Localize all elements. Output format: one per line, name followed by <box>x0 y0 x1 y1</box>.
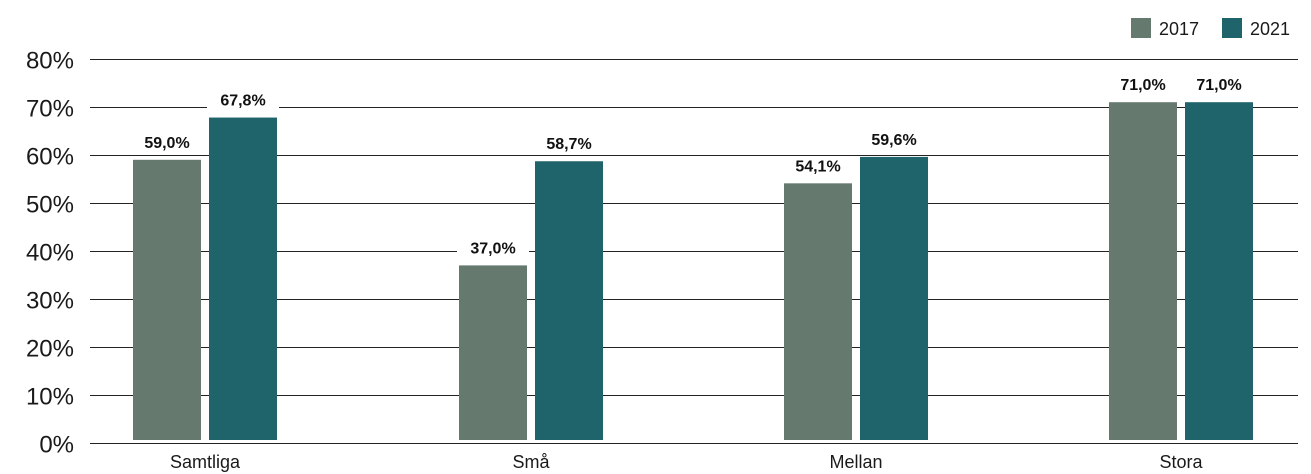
data-label-2017-samtliga: 59,0% <box>144 135 189 152</box>
data-label-background <box>131 132 203 153</box>
data-label-2021-stora: 71,0% <box>1196 77 1241 94</box>
legend-swatch-2017 <box>1131 18 1151 38</box>
y-tick-label: 30% <box>26 288 74 315</box>
y-tick-label: 80% <box>26 48 74 75</box>
data-label-background <box>1183 75 1255 96</box>
bar-2017-mellan <box>784 183 852 440</box>
data-label-2021-små: 58,7% <box>546 136 591 153</box>
bar-2021-stora <box>1185 102 1253 440</box>
legend-swatch-2021 <box>1222 18 1242 38</box>
category-label-samtliga: Samtliga <box>170 452 241 472</box>
data-label-background <box>1107 75 1179 96</box>
y-tick-label: 50% <box>26 192 74 219</box>
y-tick-label: 0% <box>39 432 74 459</box>
y-tick-label: 40% <box>26 240 74 267</box>
data-labels: 59,0% 67,8% 37,0% 58,7% 54,1% 59,6% 71,0% 71,0% <box>131 75 1255 259</box>
x-axis-categories: Samtliga Små Mellan Stora <box>170 452 1204 472</box>
data-label-2017-små: 37,0% <box>470 240 515 257</box>
bar-2017-stora <box>1109 102 1177 440</box>
legend-label-2017: 2017 <box>1159 19 1199 39</box>
bar-2021-små <box>535 161 603 441</box>
data-label-background <box>207 90 279 111</box>
data-label-2021-mellan: 59,6% <box>871 132 916 149</box>
bar-2021-mellan <box>860 156 928 441</box>
data-label-background <box>782 156 854 177</box>
category-label-små: Små <box>512 452 550 472</box>
data-label-2017-mellan: 54,1% <box>795 158 840 175</box>
bars <box>133 102 1253 441</box>
legend-label-2021: 2021 <box>1250 19 1290 39</box>
bar-2017-små <box>459 265 527 440</box>
legend: 2017 2021 <box>1131 18 1290 39</box>
data-label-background <box>858 129 930 150</box>
data-label-2021-samtliga: 67,8% <box>220 93 265 110</box>
data-label-background <box>533 134 605 155</box>
y-tick-label: 60% <box>26 144 74 171</box>
y-tick-label: 20% <box>26 336 74 363</box>
y-axis-ticks: 0% 10% 20% 30% 40% 50% 60% 70% 80% <box>26 48 74 459</box>
category-label-mellan: Mellan <box>829 452 882 472</box>
data-label-background <box>457 238 529 259</box>
y-tick-label: 70% <box>26 96 74 123</box>
y-tick-label: 10% <box>26 384 74 411</box>
gridlines <box>90 59 1298 444</box>
bar-2021-samtliga <box>209 117 277 440</box>
bar-2017-samtliga <box>133 159 201 441</box>
category-label-stora: Stora <box>1159 452 1203 472</box>
data-label-2017-stora: 71,0% <box>1120 77 1165 94</box>
